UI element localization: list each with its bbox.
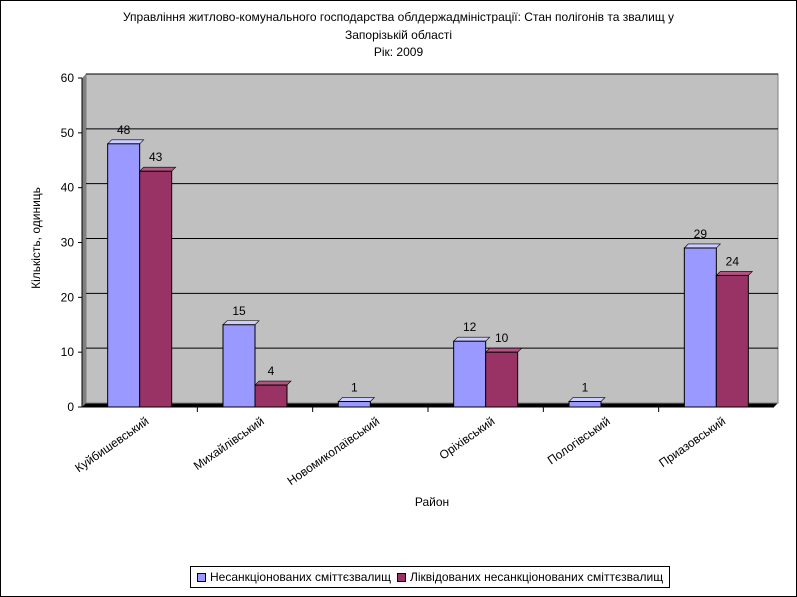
x-tick-label-1: Михайлівський (191, 414, 267, 473)
chart-title-line-1: Управління житлово-комунального господар… (122, 10, 675, 24)
data-label-s1-cat-0: 43 (149, 150, 163, 164)
chart-title-line-2: Запорізькій області (345, 28, 452, 42)
bar-s0-cat-0 (107, 143, 141, 408)
bar-top-s0-cat-0 (106, 139, 145, 145)
y-tick-label-0: 0 (67, 400, 74, 414)
y-tick-label-40: 40 (61, 181, 75, 195)
bar-top-s1-cat-0 (138, 166, 177, 172)
bar-s1-cat-1 (254, 384, 288, 408)
bar-s0-cat-4 (568, 401, 602, 408)
data-label-s1-cat-1: 4 (268, 364, 275, 378)
x-tick-label-0: Куйбишевський (72, 414, 151, 475)
plot-side-wall (82, 74, 86, 407)
y-tick-label-20: 20 (61, 290, 75, 304)
data-label-s0-cat-5: 29 (694, 227, 708, 241)
data-label-s0-cat-3: 12 (463, 320, 477, 334)
data-label-s0-cat-4: 1 (582, 381, 589, 395)
legend-swatch-unsanctioned (197, 572, 206, 582)
bar-s1-cat-5 (715, 274, 749, 408)
legend-item-unsanctioned: Несанкціонованих сміттєзвалищ (197, 570, 391, 584)
y-tick-label-50: 50 (61, 126, 75, 140)
x-tick-label-2: Новомиколаївський (285, 414, 382, 488)
bar-top-s0-cat-4 (568, 397, 606, 402)
legend-label-liquidated: Ліквідованих несанкціонованих сміттєзвал… (410, 570, 664, 584)
data-label-s0-cat-1: 15 (232, 304, 246, 318)
data-label-s1-cat-5: 24 (726, 254, 740, 268)
x-tick-label-4: Пологівський (545, 414, 613, 467)
y-axis-title: Кількість, одиниць (29, 187, 43, 289)
chart-subtitle-year: Рік: 2009 (373, 45, 424, 59)
x-tick-label-3: Оріхівський (437, 414, 498, 462)
bar-s0-cat-2 (337, 401, 371, 408)
legend-label-unsanctioned: Несанкціонованих сміттєзвалищ (210, 570, 392, 584)
legend-item-liquidated: Ліквідованих несанкціонованих сміттєзвал… (397, 570, 663, 584)
y-tick-label-60: 60 (61, 71, 75, 85)
bar-s1-cat-0 (139, 170, 173, 408)
bar-top-s1-cat-3 (484, 347, 523, 353)
data-label-s1-cat-3: 10 (495, 331, 509, 345)
x-tick-label-5: Приазовський (656, 414, 728, 470)
bar-top-s1-cat-5 (715, 271, 754, 276)
bar-top-s0-cat-2 (337, 397, 376, 402)
bar-top-s0-cat-3 (452, 336, 491, 342)
bar-s0-cat-3 (453, 340, 487, 408)
y-tick-label-30: 30 (61, 236, 75, 250)
bar-top-s0-cat-5 (683, 243, 722, 249)
bar-top-s0-cat-1 (222, 320, 260, 326)
chart-legend: Несанкціонованих сміттєзвалищ Ліквідован… (190, 566, 671, 588)
y-tick-label-10: 10 (61, 345, 75, 359)
plot-floor (82, 403, 778, 407)
x-axis-title: Район (415, 495, 449, 509)
bar-s1-cat-3 (485, 351, 519, 408)
bar-top-s1-cat-1 (254, 380, 292, 386)
bar-s0-cat-1 (222, 324, 256, 408)
bar-s0-cat-5 (683, 247, 717, 408)
legend-swatch-liquidated (397, 572, 407, 582)
data-label-s0-cat-2: 1 (351, 381, 358, 395)
data-label-s0-cat-0: 48 (117, 123, 131, 137)
